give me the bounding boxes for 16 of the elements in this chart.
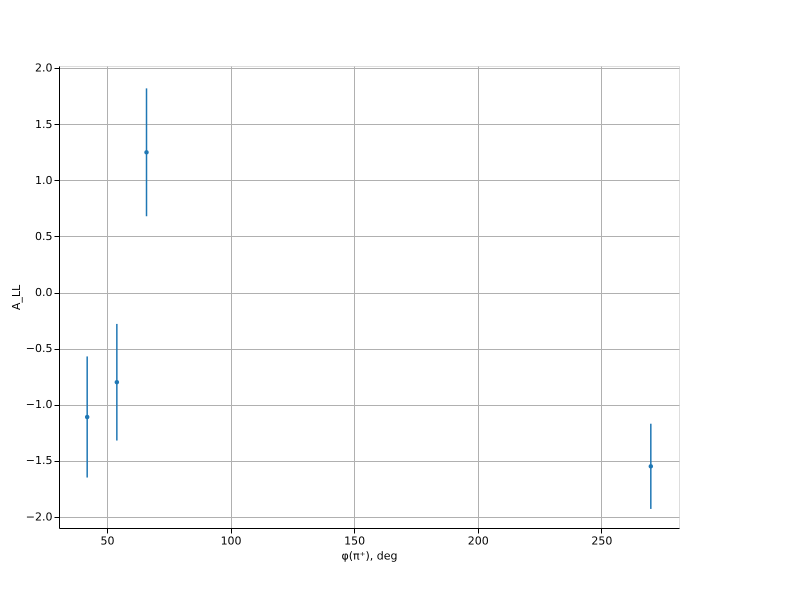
x-tick-label: 150 [344, 534, 366, 548]
y-tick-label: 1.5 [35, 118, 52, 131]
y-tick-label: 0.5 [35, 230, 52, 243]
y-tick-label: 2.0 [35, 62, 52, 75]
x-tick-label: 100 [220, 534, 242, 548]
y-tick-label: −2.0 [26, 510, 52, 524]
y-tick-label: 1.0 [35, 174, 52, 187]
y-tick-label: −1.5 [26, 454, 52, 468]
x-tick-label: 250 [591, 534, 612, 548]
y-tick-label: −1.0 [26, 398, 52, 412]
y-tick-label: −0.5 [26, 342, 52, 356]
x-tick-label: 50 [100, 534, 114, 548]
y-axis-title: A_LL [10, 284, 23, 310]
y-tick-label: 0.0 [35, 286, 52, 300]
x-axis-title: φ(π⁺), deg [342, 550, 398, 562]
x-tick-label: 200 [468, 534, 489, 548]
